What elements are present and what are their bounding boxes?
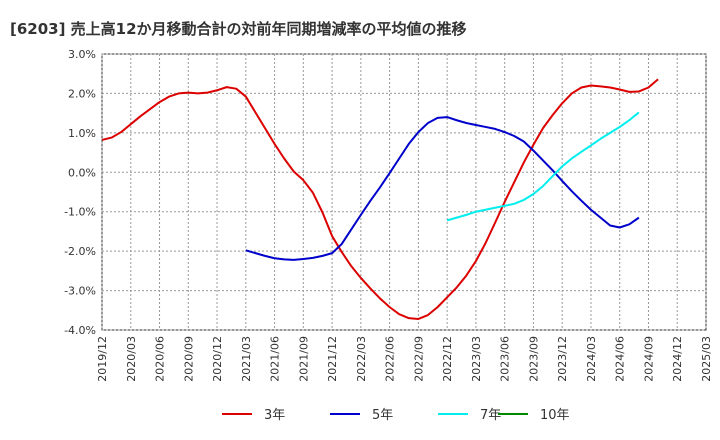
chart-title: [6203] 売上高12か月移動合計の対前年同期増減率の平均値の推移 (10, 20, 467, 38)
x-tick-label: 2020/12 (211, 336, 224, 382)
x-tick-label: 2020/09 (182, 336, 195, 382)
x-tick-label: 2023/09 (527, 336, 540, 382)
legend-label: 7年 (480, 408, 501, 423)
x-tick-label: 2022/06 (384, 336, 397, 382)
y-tick-label: 3.0% (68, 48, 96, 61)
legend: 3年 5年 7年 10年 (222, 408, 570, 423)
series-line-2 (245, 116, 640, 261)
y-axis-tick-labels: 3.0% 2.0% 1.0% 0.0% -1.0% -2.0% -3.0% -4.0% (64, 48, 96, 337)
x-tick-label: 2022/03 (355, 336, 368, 382)
y-tick-label: -3.0% (64, 285, 96, 298)
x-tick-label: 2022/12 (441, 336, 454, 382)
plot-area (101, 53, 707, 331)
x-tick-label: 2020/03 (125, 336, 138, 382)
x-tick-label: 2024/03 (585, 336, 598, 382)
x-tick-label: 2023/12 (556, 336, 569, 382)
x-tick-label: 2024/09 (642, 336, 655, 382)
legend-label: 3年 (264, 408, 285, 423)
x-tick-label: 2019/12 (96, 336, 109, 382)
x-tick-label: 2020/06 (154, 336, 167, 382)
series-line-1 (101, 78, 659, 320)
x-tick-label: 2022/09 (412, 336, 425, 382)
y-tick-label: 0.0% (68, 166, 96, 179)
x-tick-label: 2021/06 (269, 336, 282, 382)
y-tick-label: 2.0% (68, 87, 96, 100)
x-axis-tick-labels: 2019/12 2020/03 2020/06 2020/09 2020/12 2021/… (96, 336, 713, 382)
legend-label: 5年 (372, 408, 393, 423)
x-tick-label: 2021/09 (297, 336, 310, 382)
y-tick-label: -4.0% (64, 324, 96, 337)
series-lines (101, 78, 659, 320)
x-tick-label: 2023/06 (499, 336, 512, 382)
x-tick-label: 2024/12 (671, 336, 684, 382)
x-tick-label: 2021/12 (326, 336, 339, 382)
x-tick-label: 2023/03 (470, 336, 483, 382)
legend-label: 10年 (540, 408, 570, 423)
y-tick-label: -2.0% (64, 245, 96, 258)
x-tick-label: 2021/03 (240, 336, 253, 382)
y-tick-label: -1.0% (64, 206, 96, 219)
series-line-3 (446, 111, 640, 222)
grid-lines (101, 53, 707, 331)
x-tick-label: 2025/03 (700, 336, 713, 382)
x-tick-label: 2024/06 (614, 336, 627, 382)
y-tick-label: 1.0% (68, 127, 96, 140)
